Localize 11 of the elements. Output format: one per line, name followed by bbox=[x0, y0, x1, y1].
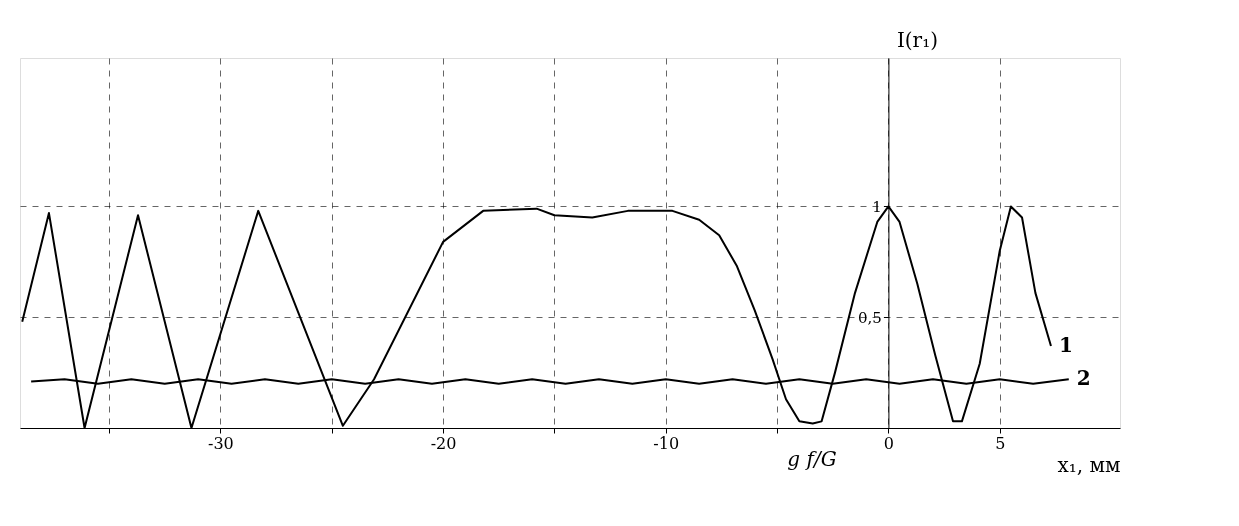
x-tick-label: -30 bbox=[208, 433, 234, 453]
y-tick-label: 0,5 bbox=[858, 308, 882, 327]
text: g f/G bbox=[787, 447, 837, 471]
x-tick-label: -10 bbox=[653, 433, 680, 453]
y-axis-title: I(r₁) bbox=[896, 27, 939, 52]
x-tick-label: 5 bbox=[995, 433, 1006, 453]
x-tick-label: -20 bbox=[430, 433, 457, 453]
x-axis-title: x₁, мм bbox=[1057, 452, 1121, 477]
x-tick-label: 0 bbox=[883, 433, 895, 453]
series-label: 1 bbox=[1058, 333, 1073, 358]
series-label: 2 bbox=[1076, 366, 1091, 391]
